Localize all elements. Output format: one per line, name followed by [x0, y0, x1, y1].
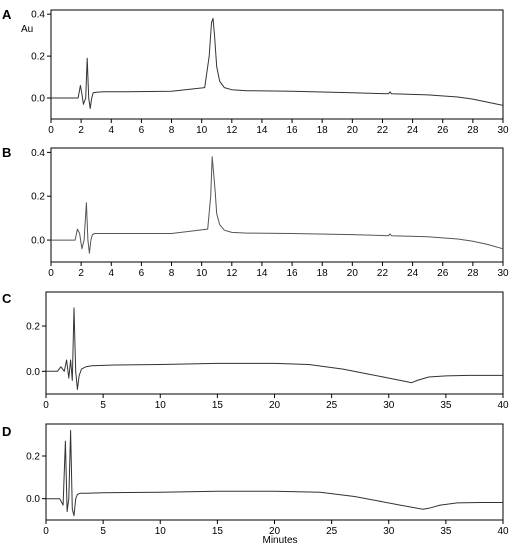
x-tick-label: 25	[326, 526, 338, 537]
x-tick-label: 30	[383, 400, 395, 411]
x-tick-label: 30	[497, 125, 509, 136]
x-tick-label: 15	[212, 526, 224, 537]
x-tick-label: 4	[108, 125, 114, 136]
chromatogram-trace	[51, 17, 504, 109]
chromatogram-trace	[46, 429, 503, 517]
x-tick-label: 26	[437, 125, 449, 136]
x-tick-label: 40	[497, 400, 509, 411]
chart-panel-d: D 0 5 10 15 20 25 30 35 40 0.0 0.2	[2, 423, 509, 537]
x-tick-label: 0	[43, 526, 49, 537]
x-tick-label: 10	[196, 125, 208, 136]
x-tick-label: 0	[48, 125, 54, 136]
chromatogram-trace	[51, 156, 504, 254]
x-tick-label: 12	[226, 268, 238, 279]
x-tick-label: 18	[317, 268, 329, 279]
x-tick-label: 16	[287, 268, 299, 279]
y-tick-label: 0.4	[31, 148, 45, 159]
x-tick-label: 8	[169, 268, 175, 279]
panel-letter: B	[2, 145, 11, 160]
x-tick-label: 30	[497, 268, 509, 279]
x-tick-label: 22	[377, 268, 389, 279]
x-tick-label: 30	[383, 526, 395, 537]
y-tick-label: 0.0	[31, 236, 45, 247]
x-tick-label: 5	[100, 526, 106, 537]
y-axis-unit-label: Au	[21, 24, 33, 35]
x-tick-label: 20	[269, 526, 281, 537]
y-tick-label: 0.2	[26, 322, 40, 333]
x-tick-label: 15	[212, 400, 224, 411]
x-tick-label: 2	[78, 268, 84, 279]
plot-frame	[50, 147, 504, 263]
y-tick-label: 0.0	[26, 367, 40, 378]
x-tick-label: 14	[256, 268, 268, 279]
y-tick-label: 0.2	[26, 452, 40, 463]
x-tick-label: 18	[317, 125, 329, 136]
y-tick-label: 0.2	[31, 52, 45, 63]
x-tick-label: 28	[467, 125, 479, 136]
x-tick-label: 0	[48, 268, 54, 279]
x-tick-label: 40	[497, 526, 509, 537]
x-tick-label: 14	[256, 125, 268, 136]
x-axis-title: Minutes	[262, 535, 297, 546]
x-tick-label: 10	[196, 268, 208, 279]
x-tick-label: 16	[287, 125, 299, 136]
plot-frame	[50, 9, 504, 120]
x-tick-label: 24	[407, 268, 419, 279]
x-tick-label: 0	[43, 400, 49, 411]
y-tick-label: 0.4	[31, 10, 45, 21]
x-tick-label: 24	[407, 125, 419, 136]
x-tick-label: 12	[226, 125, 238, 136]
x-tick-label: 35	[440, 526, 452, 537]
x-tick-label: 8	[169, 125, 175, 136]
x-tick-label: 35	[440, 400, 452, 411]
x-tick-label: 28	[467, 268, 479, 279]
y-tick-label: 0.0	[26, 494, 40, 505]
x-tick-label: 5	[100, 400, 106, 411]
x-tick-label: 4	[108, 268, 114, 279]
x-tick-label: 6	[139, 268, 145, 279]
x-tick-label: 22	[377, 125, 389, 136]
x-tick-label: 10	[155, 400, 167, 411]
x-tick-label: 10	[155, 526, 167, 537]
plot-frame	[45, 291, 504, 395]
x-tick-label: 6	[139, 125, 145, 136]
panel-letter: D	[2, 424, 11, 439]
chart-panel-c: C 0 5 10 15 20 25 30 35 40 0.0 0.2	[2, 291, 509, 411]
panel-letter: A	[2, 7, 12, 22]
chromatogram-trace	[46, 307, 503, 390]
x-tick-label: 20	[269, 400, 281, 411]
x-tick-label: 26	[437, 268, 449, 279]
plot-frame	[45, 423, 504, 521]
x-tick-label: 2	[78, 125, 84, 136]
x-tick-label: 25	[326, 400, 338, 411]
y-tick-label: 0.0	[31, 94, 45, 105]
y-tick-label: 0.2	[31, 192, 45, 203]
x-tick-label: 20	[347, 268, 359, 279]
panel-letter: C	[2, 291, 12, 306]
x-tick-label: 20	[347, 125, 359, 136]
chart-panel-b: B0 2 4 6 8 10 12 14 16 18 20 22 24 26 28 300.00.20.4	[2, 145, 509, 279]
